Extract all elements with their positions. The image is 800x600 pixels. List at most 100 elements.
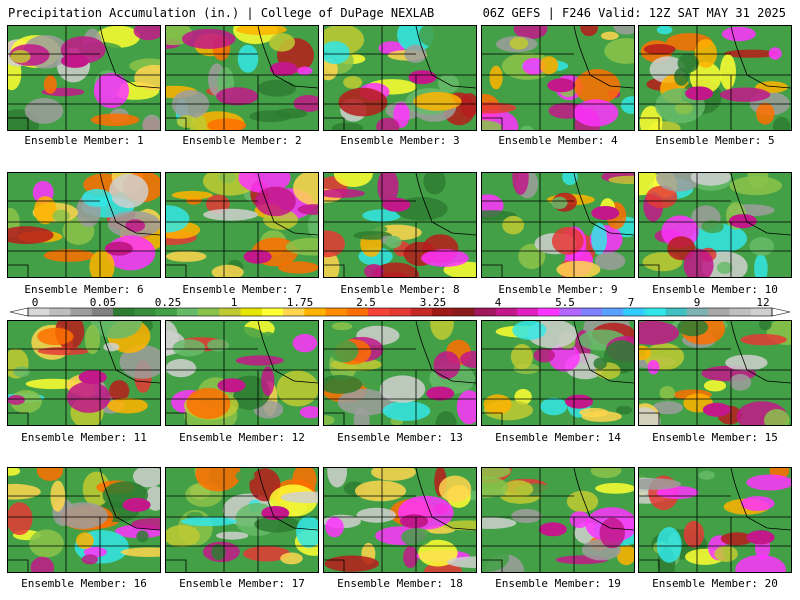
colorbar-swatch — [410, 308, 433, 316]
precip-blob — [324, 375, 363, 394]
precip-blob — [639, 478, 682, 490]
precip-blob — [84, 324, 101, 355]
precip-blob — [690, 173, 731, 186]
precip-blob — [186, 388, 231, 419]
state-border-line — [99, 321, 160, 384]
precip-blob — [514, 388, 532, 405]
precip-blob — [746, 474, 791, 491]
state-border-line — [257, 468, 318, 531]
precip-blob — [703, 380, 727, 392]
colorbar-outline — [27, 307, 773, 317]
precip-blob — [211, 544, 226, 561]
precip-blob — [701, 220, 724, 234]
precip-blob — [166, 251, 207, 262]
colorbar-swatch — [28, 308, 50, 316]
precip-blob — [591, 222, 607, 255]
colorbar-right-arrow — [771, 307, 791, 317]
state-border-line — [166, 117, 187, 130]
precip-blob — [216, 87, 259, 106]
precip-blob — [773, 116, 791, 130]
precip-blob — [510, 344, 534, 370]
precip-blob — [280, 552, 303, 565]
precip-blob — [216, 531, 249, 540]
member-caption-5: Ensemble Member: 5 — [655, 134, 775, 147]
member-caption-8: Ensemble Member: 8 — [340, 283, 460, 296]
colorbar-tick-label: 2.5 — [356, 296, 376, 309]
precip-blob — [292, 333, 318, 353]
member-map-15 — [638, 320, 792, 426]
state-border-line — [324, 559, 345, 572]
colorbar-swatch — [431, 308, 454, 316]
precip-blob — [749, 237, 775, 256]
precip-blob — [754, 253, 768, 277]
colorbar-swatch — [155, 308, 178, 316]
precip-blob — [214, 326, 271, 362]
precip-blob — [502, 480, 534, 498]
precip-blob — [211, 264, 244, 277]
member-caption-17: Ensemble Member: 17 — [179, 577, 305, 590]
precip-blob — [176, 115, 197, 128]
member-caption-11: Ensemble Member: 11 — [21, 431, 147, 444]
precip-blob — [379, 375, 426, 403]
precip-max-core — [104, 241, 133, 256]
precip-blob — [327, 468, 348, 488]
precip-blob — [447, 556, 476, 568]
precipitation-colorbar: 0 0.05 0.25 1 1.75 2.5 3.25 4 5.5 7 9 12 — [9, 296, 791, 317]
precip-blob — [181, 28, 236, 49]
precip-blob — [539, 56, 559, 75]
precip-blob — [8, 483, 41, 500]
member-caption-14: Ensemble Member: 14 — [495, 431, 621, 444]
precip-blob — [324, 415, 335, 425]
precip-blob — [296, 516, 318, 548]
state-border-line — [639, 264, 660, 277]
precip-max-core — [591, 206, 620, 220]
product-title: Precipitation Accumulation (in.) | Colle… — [8, 6, 435, 20]
precip-blob — [236, 26, 287, 36]
run-valid-time: 06Z GEFS | F246 Valid: 12Z SAT MAY 31 20… — [482, 6, 786, 20]
colorbar-swatch — [389, 308, 412, 316]
precip-blob — [740, 496, 775, 511]
precip-blob — [243, 546, 291, 562]
colorbar-swatch — [70, 308, 93, 316]
colorbar-tick-label: 0.25 — [155, 296, 182, 309]
precip-blob — [694, 39, 717, 68]
precip-blob — [566, 490, 599, 513]
colorbar-swatch — [134, 308, 156, 316]
state-border-line — [730, 468, 791, 531]
state-border-line — [573, 26, 634, 89]
precip-blob — [513, 26, 548, 40]
precip-blob — [573, 99, 619, 127]
colorbar-swatch — [368, 308, 390, 316]
colorbar-tick-label: 1.75 — [287, 296, 314, 309]
colorbar-swatch — [538, 308, 560, 316]
colorbar-swatch — [601, 308, 624, 316]
precip-blob — [689, 61, 722, 94]
precip-blob — [393, 102, 410, 128]
state-border-line — [324, 264, 345, 277]
colorbar-swatch — [283, 308, 305, 316]
precip-blob — [489, 65, 503, 90]
precip-blob — [593, 357, 607, 370]
precip-blob — [203, 208, 258, 221]
colorbar-swatch — [559, 308, 582, 316]
colorbar-left-arrow — [9, 307, 29, 317]
state-border-line — [482, 264, 503, 277]
precip-blob — [324, 41, 350, 65]
precip-max-core — [728, 214, 757, 229]
colorbar-swatch — [346, 308, 369, 316]
precip-max-core — [382, 197, 411, 212]
precip-blob — [166, 205, 190, 233]
precip-blob — [89, 250, 115, 277]
precip-max-core — [547, 78, 576, 93]
precip-max-core — [217, 378, 246, 393]
precip-blob — [652, 401, 683, 415]
precip-blob — [720, 87, 771, 102]
precip-blob — [729, 176, 782, 196]
precip-blob — [8, 502, 33, 536]
precip-blob — [482, 517, 517, 529]
state-border-line — [324, 117, 345, 130]
precip-blob — [595, 483, 634, 494]
colorbar-tick-label: 12 — [756, 296, 769, 309]
precip-blob — [764, 409, 790, 425]
precip-blob — [698, 470, 715, 480]
